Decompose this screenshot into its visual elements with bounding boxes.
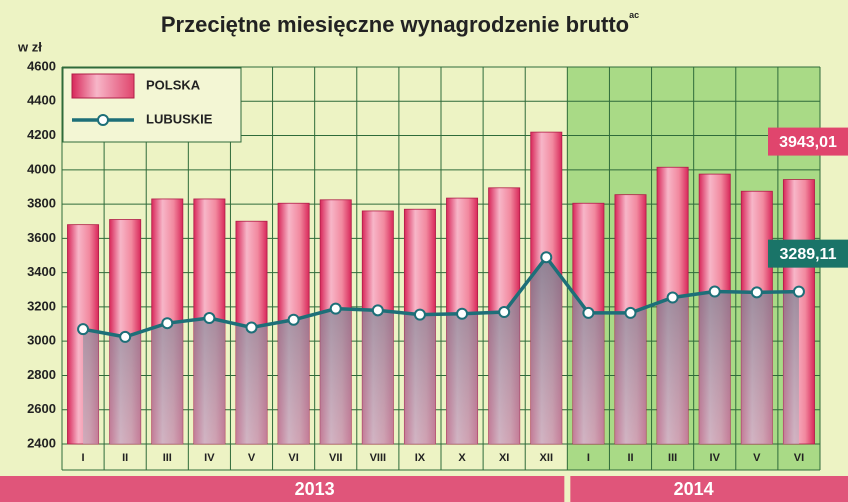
x-tick-label: III bbox=[668, 452, 677, 464]
y-axis-label: w zł bbox=[17, 39, 42, 54]
value-label-box bbox=[768, 239, 848, 268]
legend-marker bbox=[97, 114, 109, 126]
value-label: 3943,01 bbox=[779, 134, 837, 151]
legend-label: LUBUSKIE bbox=[146, 111, 213, 126]
line-marker bbox=[666, 291, 679, 304]
y-tick-label: 3200 bbox=[27, 298, 56, 313]
x-tick-label: IV bbox=[204, 452, 215, 464]
line-marker bbox=[203, 312, 216, 325]
title-note: ac bbox=[629, 10, 639, 20]
x-tick-label: XII bbox=[540, 452, 553, 464]
y-tick-label: 3600 bbox=[27, 230, 56, 245]
line-marker bbox=[708, 285, 721, 298]
year-bar bbox=[570, 476, 848, 502]
x-tick-label: VII bbox=[329, 452, 342, 464]
x-tick-label: VI bbox=[288, 452, 298, 464]
x-tick-label: V bbox=[248, 452, 256, 464]
chart-title: Przeciętne miesięczne wynagrodzenie brut… bbox=[161, 10, 639, 36]
legend-label: POLSKA bbox=[146, 77, 201, 92]
line-marker bbox=[287, 313, 300, 326]
line-marker bbox=[456, 307, 469, 320]
line-marker bbox=[329, 302, 342, 315]
y-tick-label: 2600 bbox=[27, 401, 56, 416]
x-tick-label: VIII bbox=[370, 452, 387, 464]
line-marker bbox=[582, 306, 595, 319]
y-tick-label: 4600 bbox=[27, 58, 56, 73]
x-tick-label: VI bbox=[794, 452, 804, 464]
line-marker bbox=[792, 285, 805, 298]
line-marker bbox=[498, 306, 511, 319]
legend-bar-swatch bbox=[71, 73, 135, 99]
x-tick-label: II bbox=[122, 452, 128, 464]
x-tick-label: II bbox=[627, 452, 633, 464]
y-tick-label: 2400 bbox=[27, 435, 56, 450]
y-tick-label: 4200 bbox=[27, 127, 56, 142]
y-tick-label: 3400 bbox=[27, 264, 56, 279]
value-label-box bbox=[768, 127, 848, 156]
y-tick-label: 4400 bbox=[27, 93, 56, 108]
y-tick-label: 3800 bbox=[27, 196, 56, 211]
y-tick-label: 2800 bbox=[27, 367, 56, 382]
x-tick-label: XI bbox=[499, 452, 509, 464]
title-text: Przeciętne miesięczne wynagrodzenie brut… bbox=[161, 12, 629, 37]
y-tick-label: 4000 bbox=[27, 161, 56, 176]
x-tick-label: IX bbox=[415, 452, 426, 464]
line-marker bbox=[77, 323, 90, 336]
year-bar bbox=[0, 476, 565, 502]
x-tick-label: V bbox=[753, 452, 761, 464]
line-marker bbox=[161, 317, 174, 330]
line-marker bbox=[624, 306, 637, 319]
y-tick-label: 3000 bbox=[27, 333, 56, 348]
value-label: 3289,11 bbox=[780, 246, 837, 263]
x-tick-label: IV bbox=[710, 452, 721, 464]
x-tick-label: I bbox=[587, 452, 590, 464]
year-label: 2014 bbox=[674, 479, 714, 499]
line-marker bbox=[540, 251, 553, 264]
line-marker bbox=[119, 330, 132, 343]
x-tick-label: III bbox=[163, 452, 172, 464]
line-marker bbox=[245, 321, 258, 334]
x-tick-label: X bbox=[458, 452, 466, 464]
line-marker bbox=[371, 304, 384, 317]
year-label: 2013 bbox=[295, 479, 335, 499]
x-tick-label: I bbox=[82, 452, 85, 464]
line bbox=[82, 254, 799, 339]
line-marker bbox=[413, 308, 426, 321]
line-marker bbox=[750, 286, 763, 299]
